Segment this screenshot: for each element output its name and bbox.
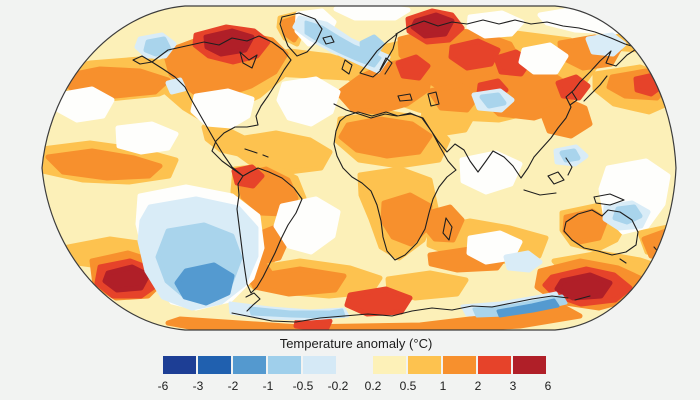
legend-tick-label: -0.5 — [292, 379, 314, 393]
anomaly-region — [585, 32, 627, 57]
anomaly-region — [165, 77, 187, 95]
anomaly-region — [333, 6, 411, 21]
legend-color-swatch — [478, 356, 511, 374]
anomaly-layer-extreme — [102, 12, 613, 301]
anomaly-region — [466, 10, 525, 39]
anomaly-region — [115, 121, 179, 155]
legend-tick-label: -0.2 — [327, 379, 349, 393]
anomaly-region — [448, 38, 501, 71]
anomaly-region — [518, 42, 569, 75]
legend-tick-label: 0.5 — [399, 379, 417, 393]
legend-tick-label: 2 — [474, 379, 482, 393]
anomaly-region — [273, 196, 341, 255]
anomaly-region — [615, 14, 657, 36]
legend-color-swatch — [303, 356, 336, 374]
anomaly-region — [496, 298, 560, 318]
anomaly-region — [479, 92, 507, 109]
map-content — [42, 6, 676, 330]
legend-color-swatch — [233, 356, 266, 374]
anomaly-region — [395, 54, 431, 81]
anomaly-region — [190, 88, 255, 129]
anomaly-region — [641, 228, 676, 261]
legend-color-swatch — [443, 356, 476, 374]
anomaly-region — [143, 36, 172, 57]
legend-tick-label: 3 — [509, 379, 517, 393]
anomaly-region — [174, 262, 235, 306]
coastline-americas — [132, 35, 303, 294]
anomaly-region — [234, 130, 333, 175]
legend-tick-label: 6 — [544, 379, 552, 393]
legend-tick-label: 0.2 — [364, 379, 382, 393]
legend-bar: -6 -3 -2 -1 -0.5 -0.2 0.2 0.5 1 2 3 6 — [158, 356, 552, 400]
anomaly-region — [276, 76, 341, 127]
legend-tick-label: -3 — [192, 379, 204, 393]
legend-tick-label: -2 — [227, 379, 239, 393]
coastline-eurasia-africa — [333, 19, 639, 261]
legend-tick-label: -1 — [262, 379, 274, 393]
legend-title: Temperature anomaly (°C) — [279, 336, 433, 351]
anomaly-region — [203, 28, 255, 57]
coastline-oceania — [563, 209, 665, 268]
coastline-antarctica — [231, 292, 591, 323]
anomaly-region — [422, 204, 465, 243]
legend-color-swatch — [373, 356, 406, 374]
anomaly-region — [503, 250, 543, 273]
world-anomaly-map — [41, 5, 677, 331]
legend-color-swatch — [513, 356, 546, 374]
legend-tick-label: -6 — [157, 379, 169, 393]
anomaly-region — [555, 74, 591, 101]
coastlines — [132, 12, 665, 323]
anomaly-region — [410, 12, 455, 39]
anomaly-region — [612, 204, 643, 225]
legend-color-swatch — [198, 356, 231, 374]
anomaly-region — [554, 272, 613, 301]
legend-tick-label: 1 — [439, 379, 447, 393]
anomaly-region — [380, 192, 433, 247]
anomaly-region — [562, 208, 609, 245]
anomaly-region — [338, 116, 433, 159]
anomaly-region — [537, 96, 593, 139]
coastline-asia-islands — [523, 75, 625, 206]
anomaly-region — [54, 86, 115, 123]
coastline-greenland-europe — [279, 12, 398, 78]
anomaly-region — [165, 302, 583, 330]
anomaly-region — [559, 148, 581, 163]
anomaly-region — [45, 148, 163, 181]
anomaly-region — [459, 150, 523, 195]
map-outline — [41, 5, 677, 331]
anomaly-region — [231, 164, 265, 189]
anomaly-region — [102, 264, 151, 293]
anomaly-region — [633, 72, 665, 97]
legend-color-swatch — [268, 356, 301, 374]
anomaly-region — [247, 266, 347, 297]
legend-color-swatch — [163, 356, 196, 374]
anomaly-region — [201, 124, 251, 157]
anomaly-region — [344, 286, 413, 317]
anomaly-region — [427, 82, 481, 113]
legend-color-swatch — [408, 356, 441, 374]
